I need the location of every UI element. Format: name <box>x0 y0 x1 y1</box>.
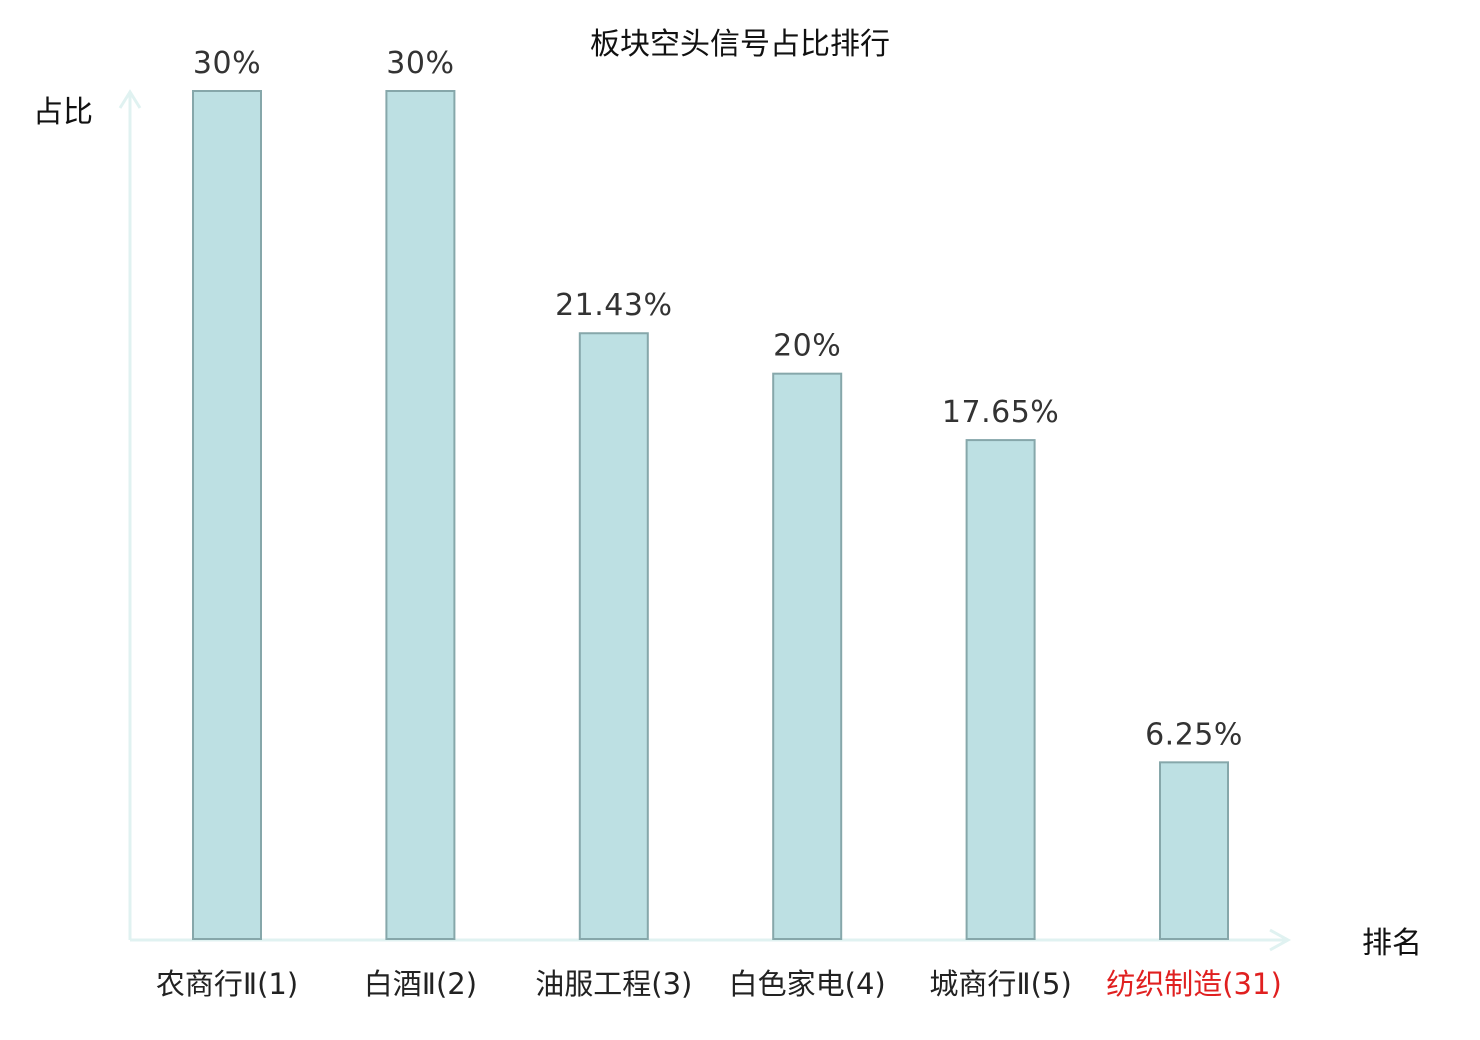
y-axis-label: 占比 <box>33 95 93 130</box>
x-axis <box>130 928 1292 952</box>
bar-value-label: 21.43% <box>555 288 672 323</box>
bars-group <box>192 90 1229 940</box>
chart-title: 板块空头信号占比排行 <box>590 27 890 62</box>
category-label: 农商行Ⅱ(1) <box>156 967 298 1001</box>
category-labels-group: 农商行Ⅱ(1) 白酒Ⅱ(2) 油服工程(3) 白色家电(4) 城商行Ⅱ(5) 纺织制造(3… <box>156 967 1282 1001</box>
bar-value-label: 30% <box>193 46 261 81</box>
category-label: 白色家电(4) <box>729 967 886 1001</box>
bar <box>965 439 1036 940</box>
x-axis-label: 排名 <box>1362 926 1422 961</box>
bar <box>192 90 262 940</box>
value-labels-group: 30% 30% 21.43% 20% 17.65% 6.25% <box>193 46 1243 752</box>
bar-value-label: 6.25% <box>1145 717 1243 752</box>
category-label: 城商行Ⅱ(5) <box>929 967 1071 1001</box>
bar <box>578 332 649 940</box>
category-label: 纺织制造(31) <box>1106 967 1282 1001</box>
bar-value-label: 17.65% <box>942 395 1059 430</box>
bar <box>1159 761 1229 940</box>
bar-value-label: 20% <box>773 329 841 364</box>
bar <box>772 372 843 940</box>
x-axis-arrow-icon <box>1269 928 1292 952</box>
bar-value-label: 30% <box>386 46 454 81</box>
y-axis <box>118 89 142 940</box>
y-axis-arrow-icon <box>118 89 142 109</box>
category-label: 油服工程(3) <box>535 967 692 1001</box>
bar <box>385 90 456 940</box>
category-label: 白酒Ⅱ(2) <box>364 967 477 1001</box>
